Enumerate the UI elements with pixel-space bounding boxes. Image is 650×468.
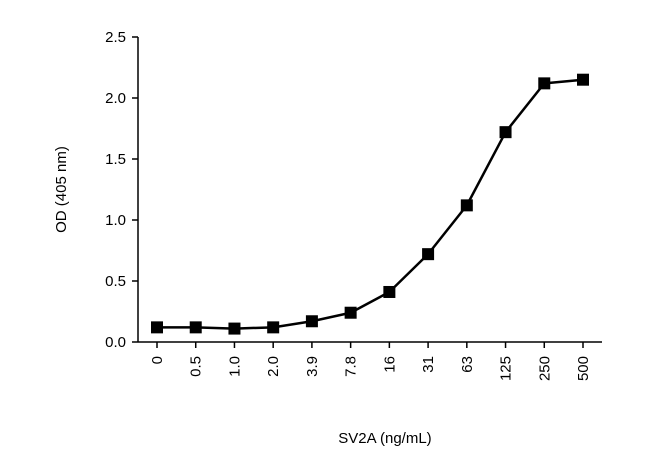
y-axis-ticks: 0.0 0.5 1.0 1.5 2.0 2.5 [105,29,138,351]
series-line [157,78,584,330]
y-tick-label: 1.0 [105,212,126,229]
y-tick-label: 2.5 [105,29,126,46]
x-tick-label: 7.8 [343,356,360,377]
x-tick-label: 500 [575,356,592,381]
data-point [577,73,589,86]
x-tick-label: 0.5 [188,356,205,377]
data-point [228,322,241,335]
data-point [422,248,435,261]
data-point [151,321,163,334]
data-point [344,306,357,319]
x-tick-label: 250 [536,356,553,381]
y-axis-label: OD (405 nm) [53,146,70,233]
x-tick-label: 1.0 [226,356,243,377]
x-tick-label: 31 [420,356,437,373]
data-point [189,321,202,334]
x-tick-label: 0 [149,356,166,364]
y-tick-label: 0.0 [105,334,126,351]
data-point [267,321,280,334]
x-axis-label: SV2A (ng/mL) [338,430,431,447]
data-point [538,77,551,90]
y-tick-label: 0.5 [105,273,126,290]
x-tick-label: 16 [381,356,398,373]
y-tick-label: 2.0 [105,90,126,107]
data-point [383,285,396,298]
data-point [499,126,512,139]
data-point [460,199,473,212]
axes [137,37,602,343]
x-tick-label: 125 [498,356,515,381]
x-tick-label: 3.9 [304,356,321,377]
x-tick-label: 63 [459,356,476,373]
x-axis-ticks: 0 0.5 1.0 2.0 3.9 7.8 16 31 63 125 250 500 [149,342,592,381]
y-tick-label: 1.5 [105,151,126,168]
x-tick-label: 2.0 [265,356,282,377]
data-point [305,315,318,328]
series-layer [151,73,589,335]
